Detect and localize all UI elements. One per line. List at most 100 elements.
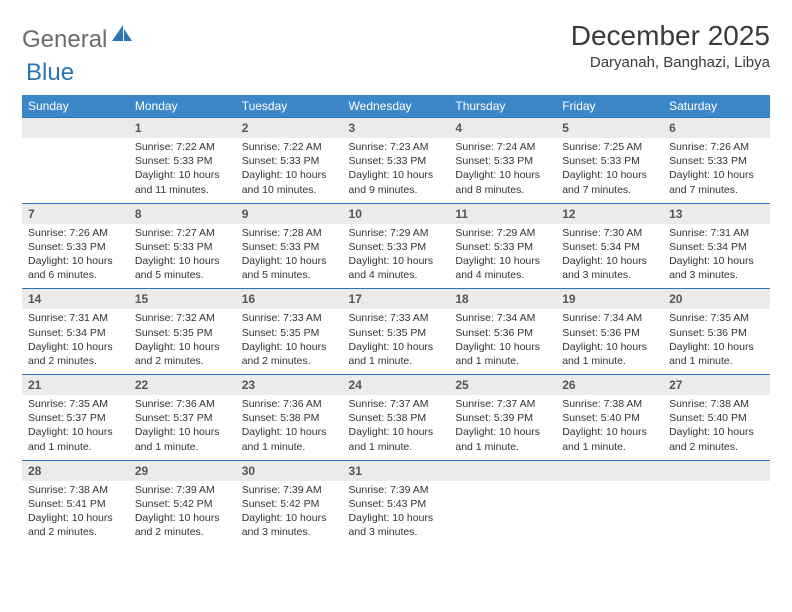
day-cell: 31Sunrise: 7:39 AMSunset: 5:43 PMDayligh… — [343, 460, 450, 545]
weekday-head: Friday — [556, 95, 663, 118]
day-cell: 5Sunrise: 7:25 AMSunset: 5:33 PMDaylight… — [556, 118, 663, 204]
sunset-line: Sunset: 5:41 PM — [28, 497, 123, 511]
sunset-line: Sunset: 5:33 PM — [28, 240, 123, 254]
sunset-line: Sunset: 5:34 PM — [669, 240, 764, 254]
day-detail: Sunrise: 7:36 AMSunset: 5:37 PMDaylight:… — [129, 395, 236, 460]
sunrise-line: Sunrise: 7:29 AM — [455, 226, 550, 240]
daylight-line: Daylight: 10 hours and 3 minutes. — [349, 511, 444, 539]
sunrise-line: Sunrise: 7:39 AM — [242, 483, 337, 497]
sunset-line: Sunset: 5:33 PM — [135, 154, 230, 168]
sunset-line: Sunset: 5:33 PM — [135, 240, 230, 254]
sunset-line: Sunset: 5:34 PM — [562, 240, 657, 254]
daylight-line: Daylight: 10 hours and 1 minute. — [562, 425, 657, 453]
day-cell: 12Sunrise: 7:30 AMSunset: 5:34 PMDayligh… — [556, 203, 663, 289]
sunrise-line: Sunrise: 7:22 AM — [242, 140, 337, 154]
day-number: 2 — [236, 118, 343, 138]
day-detail: Sunrise: 7:28 AMSunset: 5:33 PMDaylight:… — [236, 224, 343, 289]
sunrise-line: Sunrise: 7:35 AM — [28, 397, 123, 411]
daylight-line: Daylight: 10 hours and 1 minute. — [28, 425, 123, 453]
day-number: 30 — [236, 461, 343, 481]
day-cell: 2Sunrise: 7:22 AMSunset: 5:33 PMDaylight… — [236, 118, 343, 204]
day-detail: Sunrise: 7:38 AMSunset: 5:41 PMDaylight:… — [22, 481, 129, 546]
empty-daynum — [556, 461, 663, 481]
day-number: 10 — [343, 204, 450, 224]
title-block: December 2025 Daryanah, Banghazi, Libya — [571, 20, 770, 71]
day-number: 23 — [236, 375, 343, 395]
day-cell: 16Sunrise: 7:33 AMSunset: 5:35 PMDayligh… — [236, 289, 343, 375]
sunrise-line: Sunrise: 7:38 AM — [28, 483, 123, 497]
day-detail: Sunrise: 7:29 AMSunset: 5:33 PMDaylight:… — [343, 224, 450, 289]
daylight-line: Daylight: 10 hours and 10 minutes. — [242, 168, 337, 196]
sunset-line: Sunset: 5:37 PM — [28, 411, 123, 425]
day-cell — [556, 460, 663, 545]
daylight-line: Daylight: 10 hours and 4 minutes. — [349, 254, 444, 282]
weekday-head: Thursday — [449, 95, 556, 118]
month-title: December 2025 — [571, 20, 770, 52]
sunrise-line: Sunrise: 7:22 AM — [135, 140, 230, 154]
day-cell: 26Sunrise: 7:38 AMSunset: 5:40 PMDayligh… — [556, 375, 663, 461]
day-detail: Sunrise: 7:25 AMSunset: 5:33 PMDaylight:… — [556, 138, 663, 203]
daylight-line: Daylight: 10 hours and 1 minute. — [242, 425, 337, 453]
day-number: 24 — [343, 375, 450, 395]
day-cell: 24Sunrise: 7:37 AMSunset: 5:38 PMDayligh… — [343, 375, 450, 461]
daylight-line: Daylight: 10 hours and 1 minute. — [135, 425, 230, 453]
sunset-line: Sunset: 5:33 PM — [455, 154, 550, 168]
sunset-line: Sunset: 5:39 PM — [455, 411, 550, 425]
sunset-line: Sunset: 5:34 PM — [28, 326, 123, 340]
day-detail: Sunrise: 7:30 AMSunset: 5:34 PMDaylight:… — [556, 224, 663, 289]
location: Daryanah, Banghazi, Libya — [571, 54, 770, 71]
day-cell: 23Sunrise: 7:36 AMSunset: 5:38 PMDayligh… — [236, 375, 343, 461]
sunset-line: Sunset: 5:35 PM — [242, 326, 337, 340]
empty-daynum — [663, 461, 770, 481]
sunrise-line: Sunrise: 7:33 AM — [349, 311, 444, 325]
weekday-head: Monday — [129, 95, 236, 118]
sunrise-line: Sunrise: 7:34 AM — [562, 311, 657, 325]
sunrise-line: Sunrise: 7:36 AM — [135, 397, 230, 411]
empty-daynum — [22, 118, 129, 138]
daylight-line: Daylight: 10 hours and 6 minutes. — [28, 254, 123, 282]
day-detail: Sunrise: 7:37 AMSunset: 5:39 PMDaylight:… — [449, 395, 556, 460]
day-cell: 3Sunrise: 7:23 AMSunset: 5:33 PMDaylight… — [343, 118, 450, 204]
day-cell: 13Sunrise: 7:31 AMSunset: 5:34 PMDayligh… — [663, 203, 770, 289]
sunset-line: Sunset: 5:33 PM — [562, 154, 657, 168]
day-cell: 18Sunrise: 7:34 AMSunset: 5:36 PMDayligh… — [449, 289, 556, 375]
daylight-line: Daylight: 10 hours and 1 minute. — [349, 340, 444, 368]
day-number: 17 — [343, 289, 450, 309]
day-detail: Sunrise: 7:36 AMSunset: 5:38 PMDaylight:… — [236, 395, 343, 460]
daylight-line: Daylight: 10 hours and 2 minutes. — [135, 511, 230, 539]
daylight-line: Daylight: 10 hours and 1 minute. — [669, 340, 764, 368]
daylight-line: Daylight: 10 hours and 8 minutes. — [455, 168, 550, 196]
daylight-line: Daylight: 10 hours and 11 minutes. — [135, 168, 230, 196]
daylight-line: Daylight: 10 hours and 1 minute. — [455, 425, 550, 453]
empty-detail — [556, 481, 663, 531]
weekday-head: Tuesday — [236, 95, 343, 118]
day-detail: Sunrise: 7:23 AMSunset: 5:33 PMDaylight:… — [343, 138, 450, 203]
day-detail: Sunrise: 7:34 AMSunset: 5:36 PMDaylight:… — [449, 309, 556, 374]
day-number: 22 — [129, 375, 236, 395]
day-cell: 17Sunrise: 7:33 AMSunset: 5:35 PMDayligh… — [343, 289, 450, 375]
daylight-line: Daylight: 10 hours and 2 minutes. — [28, 511, 123, 539]
day-detail: Sunrise: 7:29 AMSunset: 5:33 PMDaylight:… — [449, 224, 556, 289]
day-detail: Sunrise: 7:34 AMSunset: 5:36 PMDaylight:… — [556, 309, 663, 374]
day-cell: 30Sunrise: 7:39 AMSunset: 5:42 PMDayligh… — [236, 460, 343, 545]
day-number: 1 — [129, 118, 236, 138]
daylight-line: Daylight: 10 hours and 1 minute. — [562, 340, 657, 368]
sunset-line: Sunset: 5:42 PM — [135, 497, 230, 511]
weekday-head: Sunday — [22, 95, 129, 118]
day-cell: 29Sunrise: 7:39 AMSunset: 5:42 PMDayligh… — [129, 460, 236, 545]
day-detail: Sunrise: 7:26 AMSunset: 5:33 PMDaylight:… — [663, 138, 770, 203]
day-detail: Sunrise: 7:33 AMSunset: 5:35 PMDaylight:… — [343, 309, 450, 374]
sunrise-line: Sunrise: 7:25 AM — [562, 140, 657, 154]
sunrise-line: Sunrise: 7:39 AM — [135, 483, 230, 497]
empty-detail — [449, 481, 556, 531]
daylight-line: Daylight: 10 hours and 5 minutes. — [135, 254, 230, 282]
day-number: 11 — [449, 204, 556, 224]
sunset-line: Sunset: 5:38 PM — [242, 411, 337, 425]
daylight-line: Daylight: 10 hours and 2 minutes. — [669, 425, 764, 453]
day-cell — [22, 118, 129, 204]
sunset-line: Sunset: 5:36 PM — [455, 326, 550, 340]
sunset-line: Sunset: 5:42 PM — [242, 497, 337, 511]
day-number: 4 — [449, 118, 556, 138]
week-row: 1Sunrise: 7:22 AMSunset: 5:33 PMDaylight… — [22, 118, 770, 204]
daylight-line: Daylight: 10 hours and 3 minutes. — [669, 254, 764, 282]
